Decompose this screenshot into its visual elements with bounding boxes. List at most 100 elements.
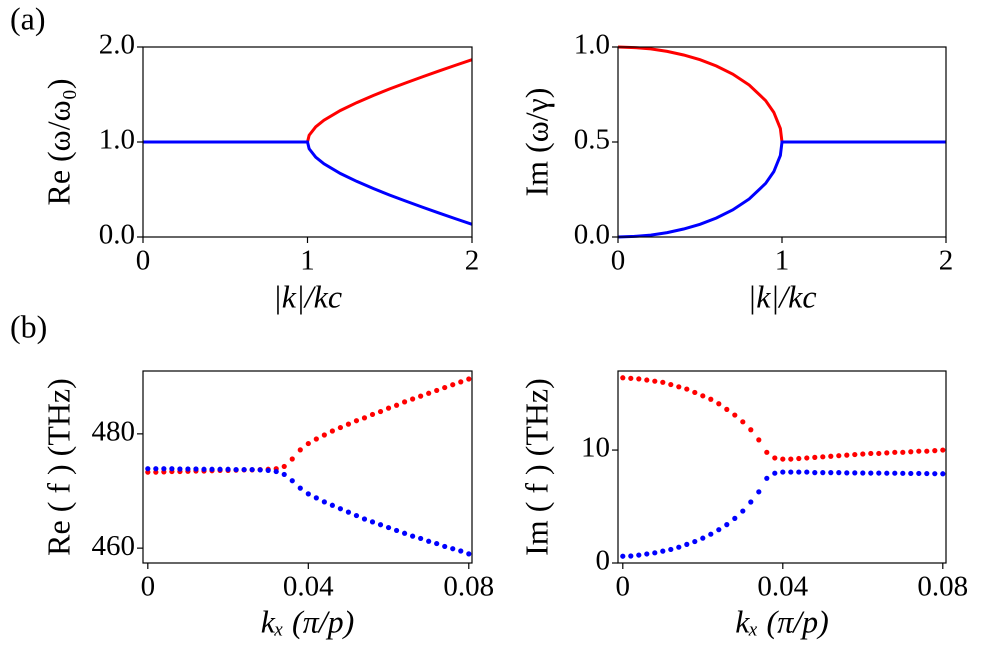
panel-label: (b)	[10, 308, 47, 344]
data-point	[426, 538, 432, 544]
data-point	[209, 466, 215, 472]
y-tick-label: 0.5	[574, 124, 610, 156]
y-tick-label: 0	[596, 545, 611, 577]
data-point	[434, 540, 440, 547]
data-point	[169, 466, 175, 472]
data-point	[393, 527, 400, 534]
data-point	[756, 489, 762, 495]
data-point	[217, 466, 223, 472]
data-point	[716, 527, 722, 533]
data-point	[361, 415, 368, 421]
y-tick-label: 1.0	[99, 124, 135, 156]
data-point	[732, 412, 738, 418]
data-point	[636, 552, 642, 558]
data-point	[844, 470, 850, 476]
data-point	[442, 384, 448, 391]
data-point	[620, 375, 626, 381]
data-point	[876, 450, 882, 457]
data-point	[796, 469, 802, 475]
data-point	[828, 470, 834, 476]
y-tick-label: 10	[581, 432, 610, 464]
data-point	[692, 538, 698, 545]
data-point	[820, 454, 826, 460]
data-point	[273, 468, 279, 475]
data-point	[756, 437, 762, 443]
y-tick-label: 2.0	[99, 29, 135, 61]
data-point	[924, 448, 930, 454]
data-point	[860, 470, 866, 476]
data-point	[876, 470, 882, 476]
data-point	[369, 411, 376, 418]
data-point	[161, 466, 167, 472]
data-point	[337, 506, 343, 512]
x-axis-label: kₓ (π/p)	[735, 603, 829, 639]
data-point	[466, 551, 472, 557]
data-point	[652, 550, 658, 556]
data-point	[724, 406, 730, 412]
data-point	[860, 451, 866, 457]
data-point	[916, 470, 922, 477]
y-tick-label: 480	[92, 416, 136, 448]
data-point	[628, 553, 634, 559]
y-tick-label: 1.0	[574, 29, 610, 61]
data-point	[644, 377, 650, 383]
data-point	[644, 551, 650, 557]
data-point	[177, 466, 183, 472]
data-point	[369, 519, 376, 525]
data-point	[676, 384, 682, 390]
data-point	[700, 535, 706, 541]
data-point	[458, 548, 464, 554]
data-point	[724, 522, 730, 528]
data-point	[908, 470, 914, 477]
data-point	[740, 419, 746, 425]
data-point	[932, 448, 938, 454]
data-point	[628, 375, 634, 381]
data-point	[684, 541, 690, 547]
data-point	[676, 544, 682, 550]
data-point	[868, 450, 874, 457]
data-point	[908, 449, 914, 455]
data-point	[265, 467, 271, 474]
x-axis-label: kₓ (π/p)	[261, 603, 355, 639]
data-point	[780, 469, 786, 475]
x-tick-label: 0.08	[443, 571, 494, 603]
data-point	[193, 466, 199, 472]
data-point	[145, 466, 151, 472]
data-point	[804, 469, 810, 475]
data-point	[337, 424, 343, 431]
data-point	[329, 502, 335, 508]
data-point	[668, 381, 674, 388]
data-point	[820, 470, 826, 476]
data-point	[852, 451, 858, 458]
data-point	[804, 455, 810, 461]
data-point	[297, 447, 303, 453]
data-point	[353, 418, 360, 424]
data-line	[617, 45, 946, 144]
data-line	[143, 140, 473, 226]
data-point	[249, 466, 255, 473]
data-point	[458, 379, 464, 385]
data-line	[143, 58, 473, 144]
data-point	[692, 389, 698, 396]
data-point	[868, 470, 874, 476]
data-point	[772, 470, 778, 476]
data-point	[385, 524, 392, 531]
x-tick-label: 2	[465, 245, 480, 277]
data-point	[201, 466, 207, 472]
y-axis-label: Im ( f ) (THz)	[518, 378, 554, 556]
y-tick-label: 0.0	[574, 219, 610, 251]
y-axis-label: Re ( f ) (THz)	[40, 378, 76, 556]
data-point	[932, 471, 938, 477]
x-tick-label: 0.04	[757, 571, 808, 603]
y-tick-label: 460	[92, 530, 136, 562]
data-point	[852, 470, 858, 476]
data-point	[748, 427, 754, 433]
data-point	[225, 466, 231, 472]
y-axis-label: Re (ω/ω₀)	[40, 78, 76, 205]
data-point	[668, 546, 674, 553]
x-axis-label: |k|/kc	[273, 278, 342, 314]
data-point	[297, 485, 303, 491]
x-tick-label: 0.04	[283, 571, 334, 603]
x-tick-label: 1	[300, 245, 315, 277]
